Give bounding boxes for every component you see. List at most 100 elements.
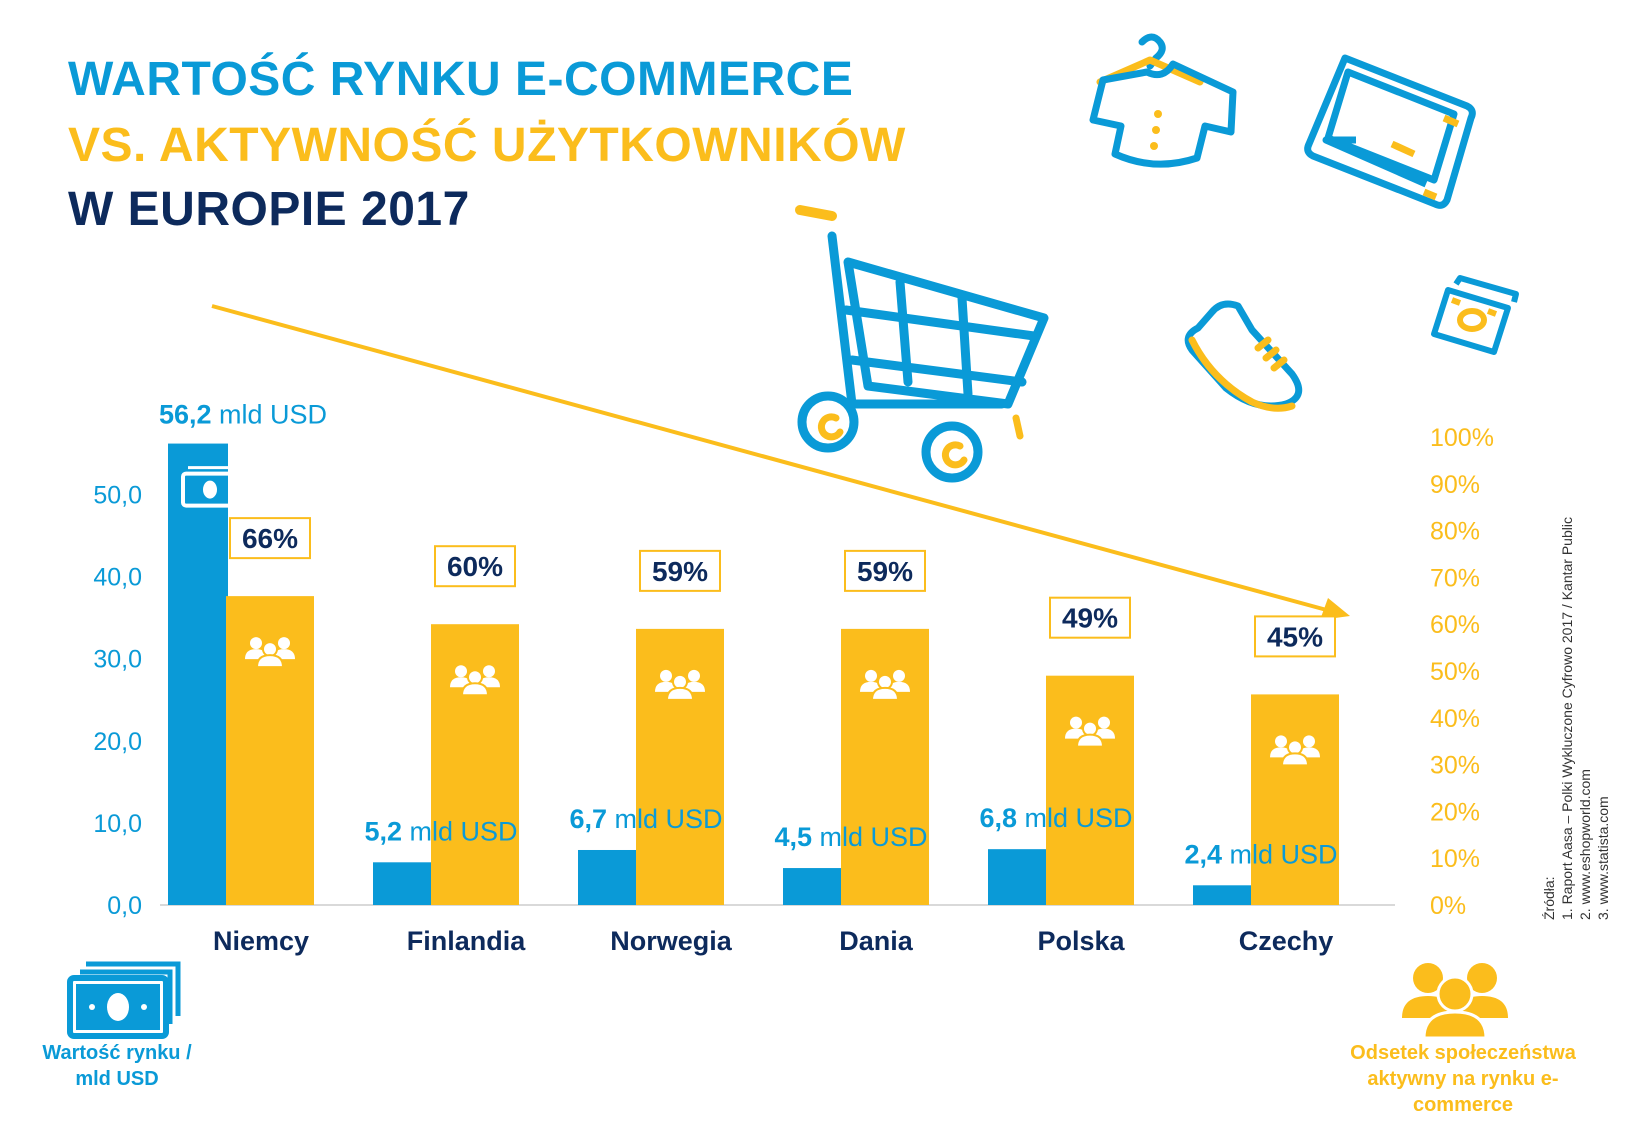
people-head [688, 669, 700, 682]
trend-arrow [211, 304, 1350, 620]
y-right-tick-label: 70% [1430, 564, 1480, 592]
value-label: 6,8 mld USD [979, 803, 1132, 833]
value-label: 2,4 mld USD [1184, 839, 1337, 869]
cash-icon [181, 466, 242, 508]
y-right-tick-label: 50% [1430, 658, 1480, 686]
y-left-tick-label: 30,0 [93, 646, 142, 674]
bar-market-value [988, 849, 1048, 905]
sources-heading: Źródła: [1541, 876, 1557, 920]
tshirt-hanger-icon [1089, 33, 1237, 168]
percent-label: 49% [1062, 603, 1118, 634]
percent-label: 66% [242, 523, 298, 554]
bar-market-value [578, 849, 638, 905]
people-group-icon [450, 665, 500, 697]
people-body [460, 682, 490, 697]
value-number: 4,5 [774, 822, 819, 852]
value-number: 5,2 [364, 816, 409, 846]
people-head [1098, 716, 1110, 729]
percent-label-box [1254, 615, 1336, 658]
percent-label: 59% [857, 556, 913, 587]
percent-label: 60% [447, 551, 503, 582]
y-left-tick-label: 20,0 [93, 728, 142, 756]
bar-market-value [783, 868, 843, 905]
value-number: 2,4 [1184, 839, 1229, 869]
value-unit: mld USD [219, 400, 327, 430]
legend-active-share-label: Odsetek społeczeństwa aktywny na rynku e… [1350, 1042, 1576, 1116]
people-head [1082, 720, 1098, 737]
cash-back [188, 466, 242, 498]
y-right-tick-label: 10% [1430, 845, 1480, 873]
people-head [467, 669, 483, 686]
y-right-tick-label: 90% [1430, 471, 1480, 499]
y-left-tick-label: 10,0 [93, 810, 142, 838]
bar-active-share [431, 624, 519, 905]
people-head [455, 665, 467, 678]
title-line-1: WARTOŚĆ RYNKU E-COMMERCE [68, 53, 854, 106]
bar-active-share [841, 628, 929, 905]
people-group-icon [1270, 735, 1320, 767]
shopping-cart-icon [795, 205, 1049, 483]
category-label: Finlandia [407, 926, 526, 956]
y-left-tick-label: 50,0 [93, 481, 142, 509]
legend-market-value-label: Wartość rynku / mld USD [42, 1042, 192, 1090]
people-head [893, 669, 905, 682]
y-right-tick-label: 60% [1430, 611, 1480, 639]
y-right-tick-label: 80% [1430, 518, 1480, 546]
value-unit: mld USD [615, 804, 723, 834]
source-item: 2. www.eshopworld.com [1577, 769, 1593, 920]
category-label: Czechy [1239, 926, 1334, 956]
bar-market-value [1193, 885, 1253, 905]
value-unit: mld USD [1025, 803, 1133, 833]
people-head [877, 673, 893, 690]
percent-label-box [434, 545, 516, 588]
people-group-icon [655, 669, 705, 701]
people-head [672, 673, 688, 690]
y-right-tick-label: 100% [1430, 424, 1494, 452]
percent-label-box [844, 549, 926, 592]
title-line-3: W EUROPIE 2017 [68, 183, 470, 236]
percent-label: 45% [1267, 621, 1323, 652]
y-left-tick-label: 40,0 [93, 564, 142, 592]
sneaker-icon [1184, 300, 1303, 412]
people-body [1075, 733, 1105, 748]
legend-people-group-icon [1402, 963, 1508, 1040]
laptop-icon [1304, 54, 1476, 209]
people-head [1287, 739, 1303, 756]
bar-active-share [1251, 694, 1339, 905]
value-unit: mld USD [410, 816, 518, 846]
y-right-tick-label: 20% [1430, 798, 1480, 826]
cash-icon [1431, 275, 1519, 355]
value-number: 6,7 [569, 804, 614, 834]
value-label: 56,2 mld USD [159, 400, 327, 430]
value-unit: mld USD [1230, 839, 1338, 869]
percent-label: 59% [652, 556, 708, 587]
people-head [1303, 735, 1315, 748]
y-right-tick-label: 40% [1430, 705, 1480, 733]
people-head [1070, 716, 1082, 729]
people-head [865, 669, 877, 682]
people-head [262, 641, 278, 658]
category-label: Niemcy [213, 926, 309, 956]
bar-active-share [636, 628, 724, 905]
people-head [483, 665, 495, 678]
people-body [255, 654, 285, 669]
people-head [1275, 735, 1287, 748]
sources-note: Źródła: 1. Raport Aasa – Polki Wykluczon… [1540, 517, 1612, 920]
cash-outline [181, 471, 239, 508]
y-right-tick-label: 30% [1430, 752, 1480, 780]
y-right-tick-label: 0% [1430, 892, 1466, 920]
value-label: 5,2 mld USD [364, 816, 517, 846]
bar-active-share [1046, 675, 1134, 905]
category-label: Dania [839, 926, 914, 956]
value-number: 56,2 [159, 400, 219, 430]
people-group-icon [860, 669, 910, 701]
value-label: 4,5 mld USD [774, 822, 927, 852]
source-item: 3. www.statista.com [1595, 796, 1611, 920]
people-body [1280, 752, 1310, 767]
people-head [278, 637, 290, 650]
legend-cash-icon [67, 961, 181, 1039]
people-head [250, 637, 262, 650]
people-group-icon [1065, 716, 1115, 748]
category-label: Polska [1037, 926, 1125, 956]
